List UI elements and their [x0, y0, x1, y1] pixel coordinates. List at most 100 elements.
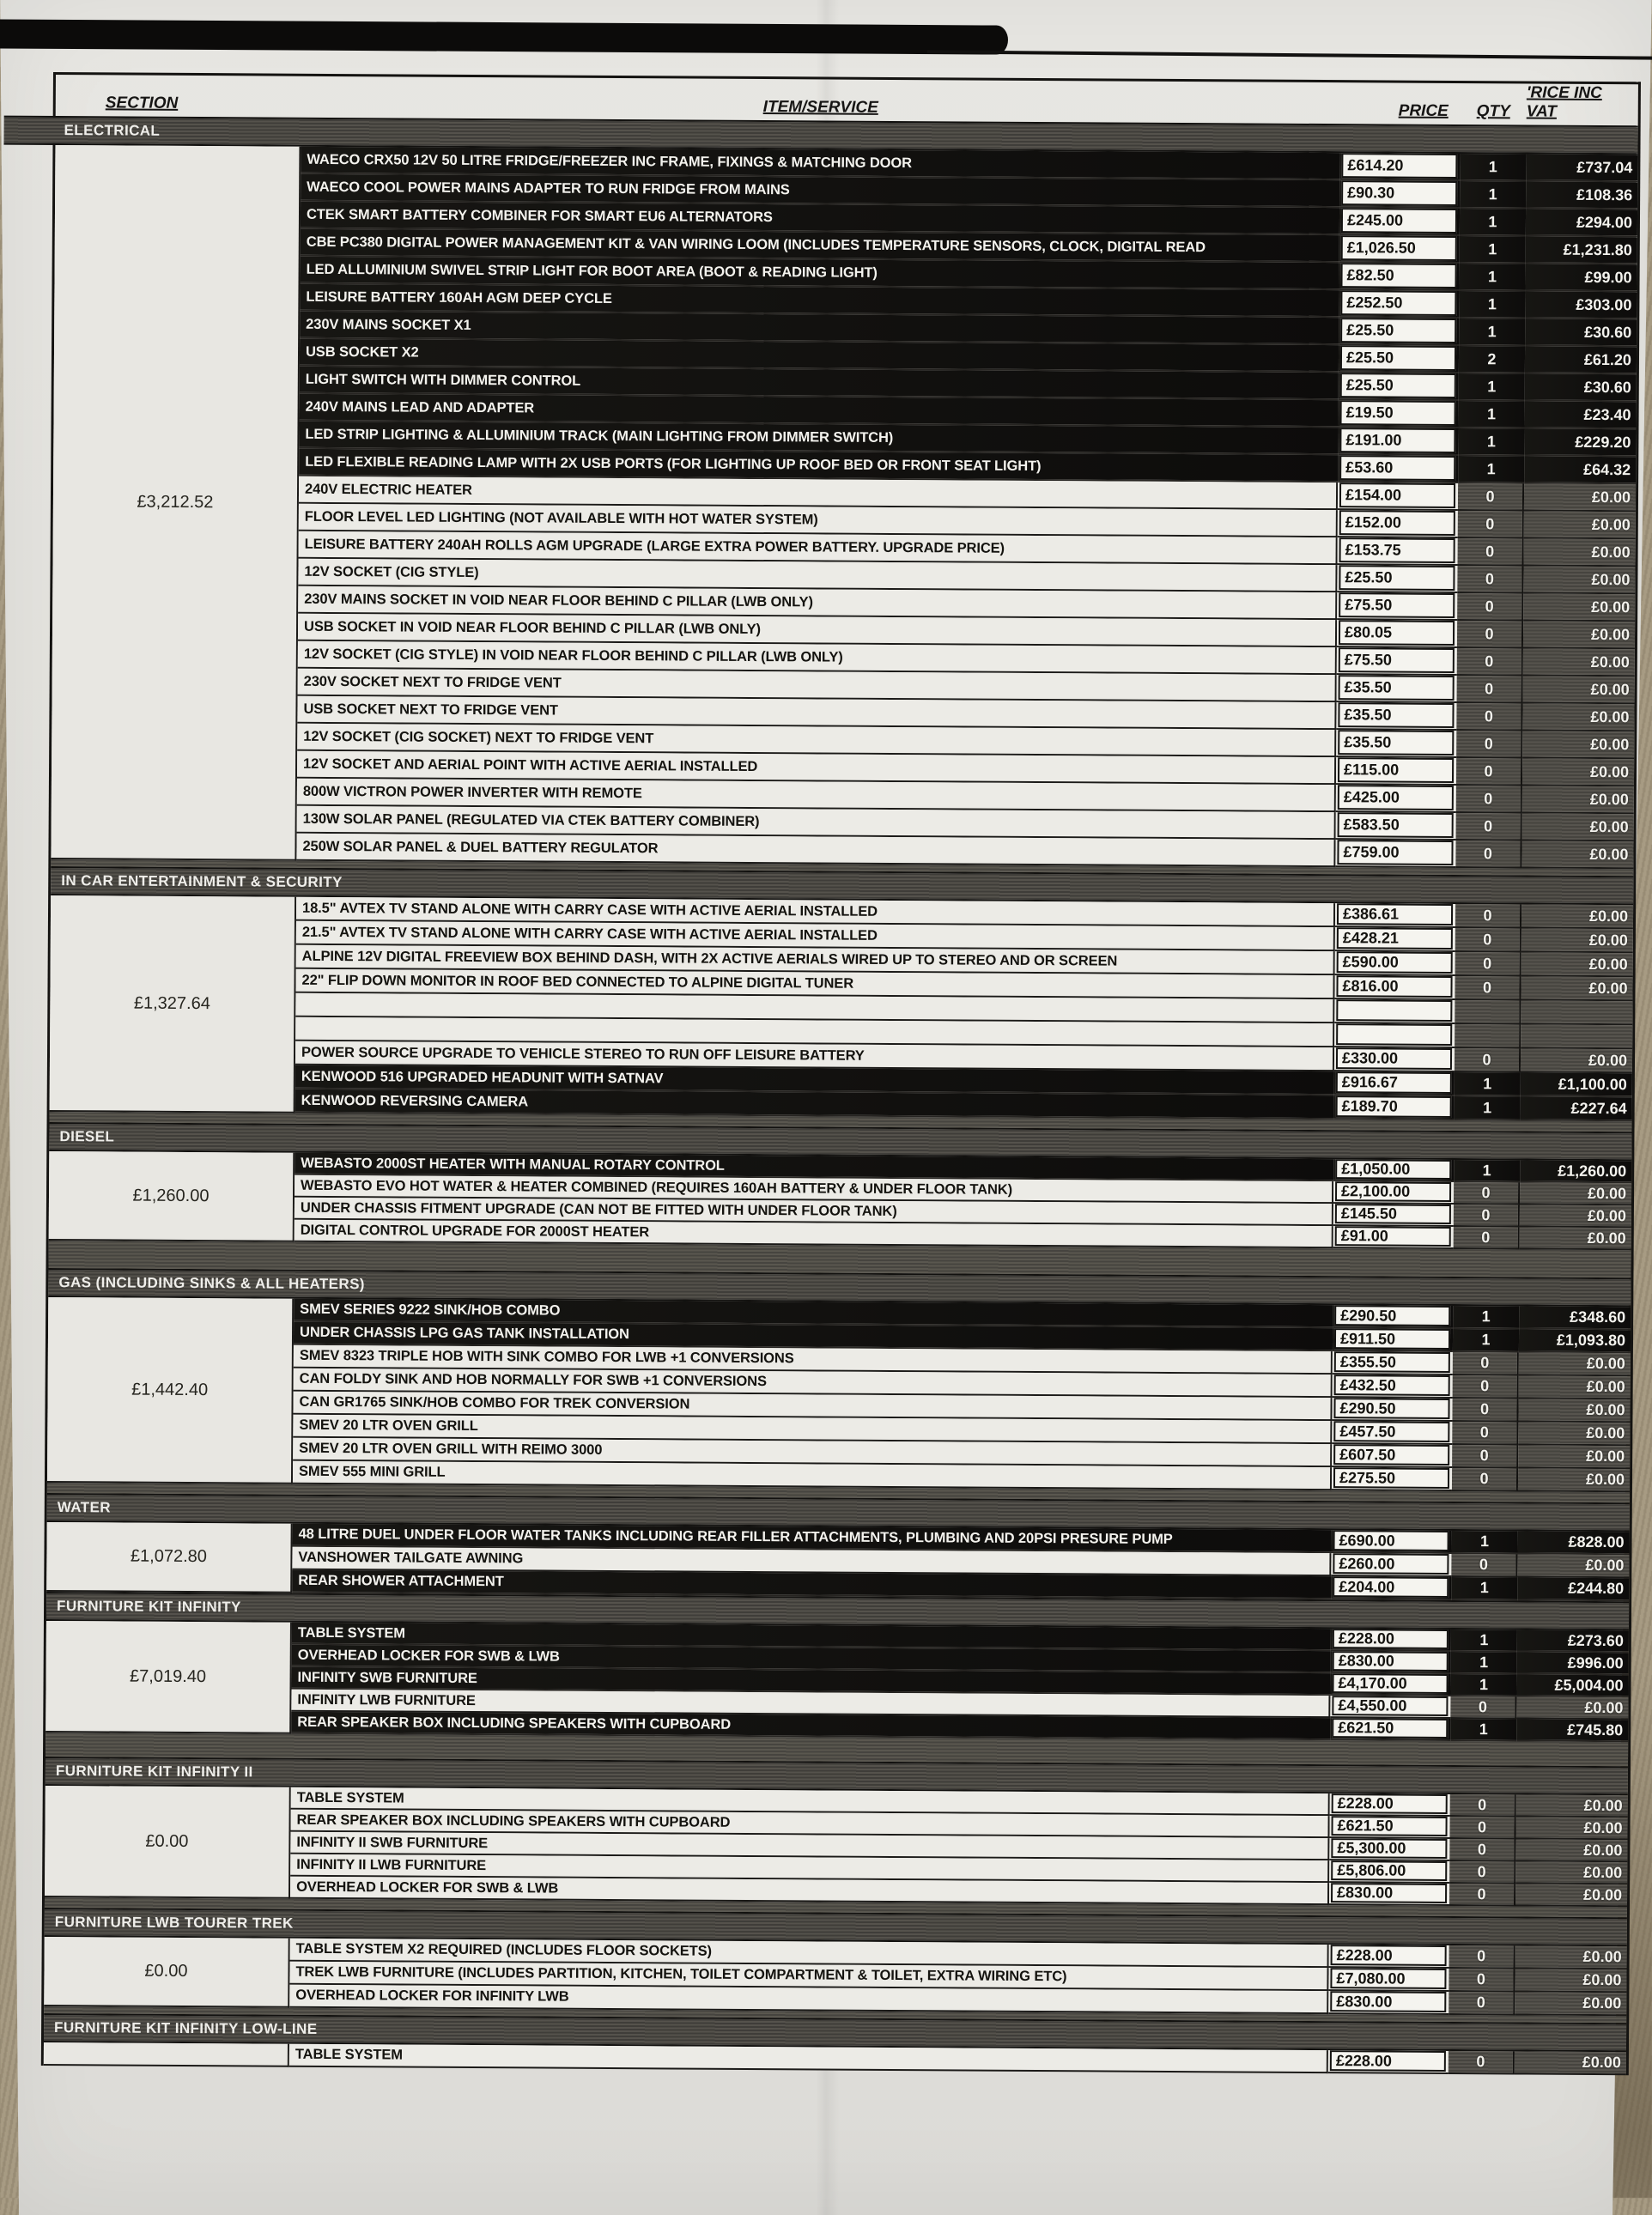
- section-name: DIESEL: [59, 1128, 115, 1145]
- price-value: £115.00: [1337, 757, 1455, 783]
- section-name: FURNITURE KIT INFINITY: [57, 1598, 241, 1616]
- qty-cell: 1: [1450, 1651, 1517, 1675]
- price-cell: £191.00: [1338, 428, 1459, 457]
- section-rows: £1,442.40 SMEV SERIES 9222 SINK/HOB COMBO…: [46, 1296, 1631, 1493]
- price-inc-vat-cell: £64.32: [1524, 456, 1637, 485]
- qty-cell: 0: [1452, 1375, 1519, 1399]
- section-total: £1,327.64: [49, 895, 297, 1114]
- price-cell: £228.00: [1330, 1629, 1451, 1652]
- qty-cell: 0: [1456, 730, 1523, 759]
- price-cell: £916.67: [1333, 1071, 1455, 1096]
- price-cell: £4,550.00: [1330, 1696, 1451, 1719]
- price-cell: [1334, 999, 1455, 1024]
- price-inc-vat-cell: £0.00: [1523, 511, 1636, 540]
- price-inc-vat-cell: £0.00: [1515, 1794, 1628, 1818]
- qty-cell: 0: [1449, 1968, 1515, 1993]
- price-cell: £25.50: [1339, 318, 1460, 347]
- qty-cell: 1: [1459, 291, 1526, 319]
- qty-cell: 0: [1455, 840, 1522, 869]
- price-inc-vat-cell: £0.00: [1515, 1969, 1627, 1994]
- price-value: £35.50: [1338, 675, 1455, 701]
- price-value: £189.70: [1335, 1095, 1452, 1118]
- qty-cell: 0: [1449, 1883, 1516, 1907]
- price-value: £830.00: [1332, 1651, 1449, 1672]
- qty-cell: 0: [1453, 1204, 1520, 1228]
- section-total: £0.00: [44, 1936, 290, 2008]
- price-inc-vat-cell: £0.00: [1518, 1422, 1631, 1447]
- section-name: IN CAR ENTERTAINMENT & SECURITY: [61, 872, 343, 891]
- price-cell: £19.50: [1338, 400, 1459, 429]
- price-quote-table: SECTION ITEM/SERVICE PRICE QTY 'RICE INC…: [3, 72, 1641, 2076]
- price-inc-vat-cell: £0.00: [1522, 703, 1635, 732]
- qty-cell: 1: [1453, 1305, 1520, 1330]
- section-name: FURNITURE KIT INFINITY II: [55, 1763, 253, 1781]
- qty-cell: 1: [1451, 1576, 1518, 1601]
- price-value: £204.00: [1333, 1576, 1449, 1598]
- column-header-section: SECTION: [105, 94, 179, 112]
- column-header-price: PRICE: [1398, 101, 1449, 120]
- qty-cell: 0: [1452, 1351, 1519, 1376]
- price-cell: £82.50: [1339, 263, 1460, 292]
- price-value: £583.50: [1337, 812, 1454, 838]
- price-value: £5,806.00: [1331, 1860, 1448, 1881]
- price-value: £4,170.00: [1332, 1673, 1449, 1694]
- price-inc-vat-cell: £0.00: [1518, 1352, 1631, 1377]
- price-cell: £386.61: [1334, 903, 1456, 928]
- qty-cell: [1455, 999, 1521, 1025]
- price-inc-vat-cell: £0.00: [1515, 1817, 1628, 1841]
- price-cell: [1334, 1023, 1455, 1048]
- price-value: £428.21: [1336, 927, 1453, 950]
- section-total: £1,072.80: [46, 1521, 293, 1593]
- qty-cell: 1: [1454, 1095, 1521, 1121]
- section-total: £0.00: [45, 1785, 291, 1899]
- price-value: £607.50: [1333, 1444, 1450, 1466]
- price-cell: £2,100.00: [1333, 1181, 1455, 1205]
- price-cell: £5,300.00: [1329, 1838, 1450, 1861]
- qty-cell: 0: [1449, 1860, 1516, 1884]
- section-rows: £1,327.64 18.5" AVTEX TV STAND ALONE WITH…: [49, 895, 1634, 1122]
- price-value: £1,026.50: [1340, 235, 1457, 261]
- qty-cell: 1: [1459, 319, 1526, 347]
- price-cell: £152.00: [1337, 510, 1458, 539]
- price-cell: £432.50: [1332, 1375, 1453, 1399]
- price-inc-vat-cell: £294.00: [1525, 209, 1638, 238]
- price-value: £5,300.00: [1331, 1838, 1448, 1859]
- qty-cell: 1: [1458, 401, 1525, 429]
- qty-cell: 2: [1458, 346, 1526, 374]
- price-value: £91.00: [1334, 1226, 1451, 1247]
- qty-cell: 1: [1460, 154, 1527, 182]
- qty-cell: 0: [1451, 1467, 1519, 1492]
- price-inc-vat-cell: £348.60: [1519, 1306, 1631, 1331]
- price-cell: £228.00: [1329, 1793, 1450, 1817]
- price-cell: £5,806.00: [1329, 1860, 1450, 1884]
- price-cell: £35.50: [1336, 730, 1457, 758]
- price-cell: £260.00: [1331, 1553, 1452, 1577]
- price-value: £330.00: [1335, 1047, 1453, 1070]
- price-value: £4,550.00: [1332, 1696, 1449, 1716]
- price-value: £432.50: [1333, 1375, 1450, 1396]
- price-cell: £25.50: [1337, 565, 1458, 594]
- price-value: £228.00: [1329, 2050, 1446, 2072]
- price-cell: £830.00: [1328, 1991, 1449, 2015]
- price-inc-vat-cell: £745.80: [1516, 1719, 1629, 1743]
- section-total: £3,212.52: [51, 145, 301, 861]
- price-cell: £614.20: [1339, 153, 1461, 182]
- price-inc-vat-cell: £0.00: [1521, 840, 1634, 870]
- price-cell: £290.50: [1333, 1305, 1454, 1329]
- price-inc-vat-cell: £0.00: [1521, 786, 1634, 815]
- price-inc-vat-cell: £0.00: [1517, 1554, 1630, 1579]
- price-cell: £330.00: [1333, 1047, 1455, 1072]
- qty-cell: 0: [1453, 1181, 1521, 1205]
- price-inc-vat-cell: £828.00: [1517, 1531, 1630, 1556]
- price-cell: £75.50: [1336, 647, 1457, 676]
- price-value: £252.50: [1340, 290, 1457, 316]
- price-inc-vat-cell: £0.00: [1521, 904, 1634, 930]
- price-cell: £457.50: [1332, 1421, 1453, 1445]
- section-name: FURNITURE LWB TOURER TREK: [54, 1914, 294, 1932]
- price-inc-vat-cell: £0.00: [1523, 483, 1637, 513]
- price-cell: £911.50: [1332, 1328, 1454, 1352]
- price-inc-vat-cell: £0.00: [1514, 2051, 1626, 2076]
- price-inc-vat-cell: £244.80: [1517, 1577, 1630, 1602]
- section-name: GAS (INCLUDING SINKS & ALL HEATERS): [58, 1274, 365, 1293]
- price-cell: £607.50: [1332, 1444, 1453, 1468]
